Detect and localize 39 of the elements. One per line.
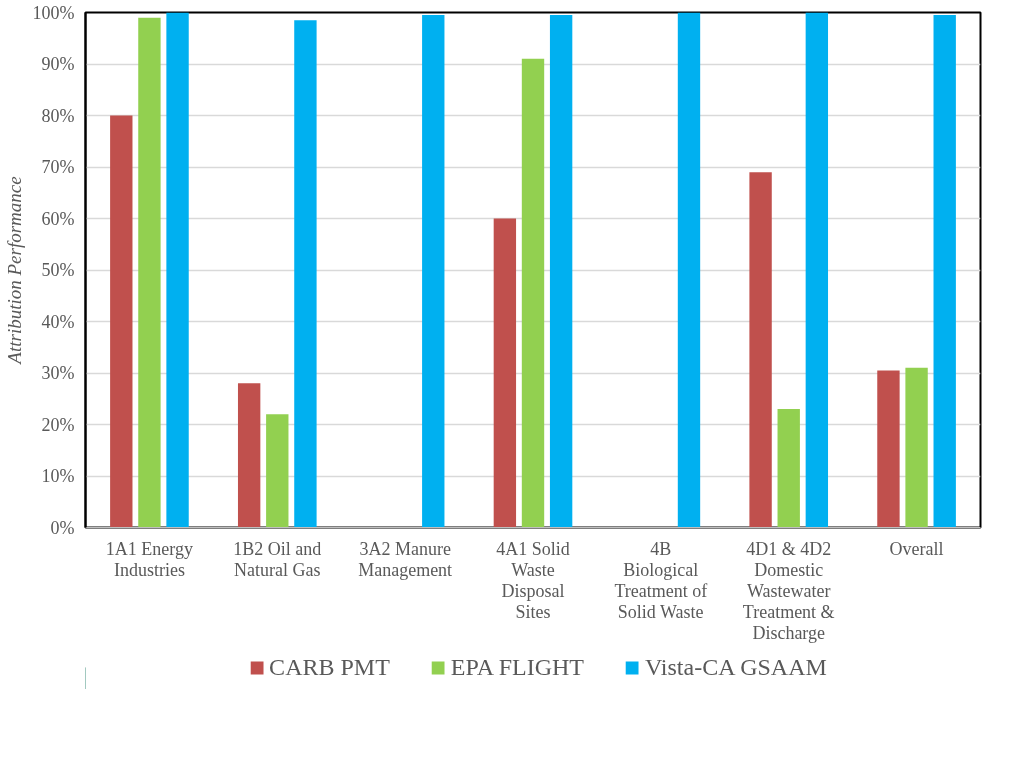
legend-label: EPA FLIGHT bbox=[450, 653, 584, 681]
y-tick-label: 40% bbox=[41, 311, 75, 332]
y-tick-label: 90% bbox=[41, 54, 75, 74]
y-tick-label: 80% bbox=[41, 105, 75, 126]
legend-label: CARB PMT bbox=[269, 653, 390, 681]
y-tick-label: 50% bbox=[41, 260, 75, 280]
bar bbox=[933, 15, 956, 528]
x-tick-label: 1A1 Energy Industries bbox=[105, 538, 194, 580]
bar bbox=[294, 20, 317, 528]
bar bbox=[166, 12, 189, 528]
bar bbox=[493, 218, 517, 528]
bar bbox=[110, 115, 133, 528]
x-tick-label: 4A1 Solid Waste Disposal Sites bbox=[496, 538, 570, 622]
bar bbox=[237, 383, 261, 528]
bar bbox=[677, 12, 701, 528]
legend-label: Vista-CA GSAAM bbox=[644, 653, 827, 681]
y-tick-label: 70% bbox=[41, 157, 75, 177]
y-tick-label: 0% bbox=[50, 517, 75, 538]
bar bbox=[549, 15, 573, 528]
x-tick-label: 3A2 Manure Management bbox=[358, 538, 453, 580]
bar bbox=[521, 58, 545, 528]
x-tick-label: 4B Biological Treatment of Solid Waste bbox=[614, 538, 708, 622]
y-tick-label: 20% bbox=[41, 414, 75, 435]
y-tick-label: 100% bbox=[32, 2, 75, 23]
bar bbox=[905, 367, 928, 528]
x-tick-label: Overall bbox=[889, 538, 944, 559]
bar bbox=[138, 17, 161, 528]
bar bbox=[422, 15, 445, 528]
x-tick-label: 1B2 Oil and Natural Gas bbox=[233, 538, 322, 580]
bar bbox=[777, 409, 800, 528]
bar bbox=[877, 370, 900, 528]
y-tick-label: 60% bbox=[41, 208, 75, 229]
y-axis-title: Attribution Performance bbox=[3, 176, 25, 366]
y-tick-label: 30% bbox=[41, 363, 75, 383]
x-tick-label: 4D1 & 4D2 Domestic Wastewater Treatment & Discharge bbox=[742, 538, 835, 643]
bar bbox=[749, 172, 772, 528]
bar bbox=[805, 12, 829, 528]
y-tick-label: 10% bbox=[41, 466, 75, 486]
bar bbox=[266, 414, 289, 528]
